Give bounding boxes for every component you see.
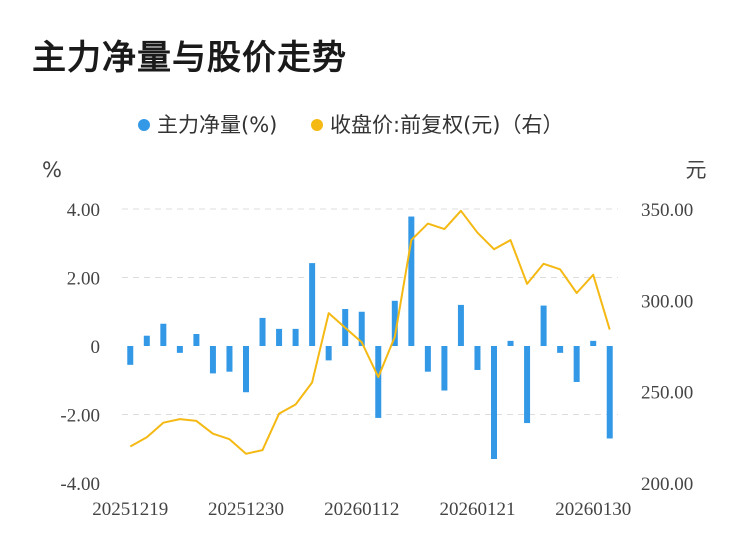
bar [491,346,497,460]
bar [573,346,580,382]
x-tick-label: 20260121 [439,499,515,520]
bar [358,311,365,346]
bar [259,317,266,346]
legend-marker [311,119,323,131]
bar [408,216,415,346]
bar [143,335,150,346]
bar [226,346,233,372]
right-tick-label: 250.00 [641,383,693,404]
bar [457,304,464,346]
bar [507,340,514,346]
bar [441,346,448,391]
x-tick-label: 20251219 [92,499,168,520]
bar [606,346,613,439]
bar [243,346,249,393]
bar [127,346,134,365]
left-tick-label: -4.00 [60,474,100,495]
grid-lines [122,208,618,415]
bar [540,305,547,346]
legend-label: 主力净量(%) [157,113,277,137]
bar [557,346,564,353]
bar [276,328,283,346]
right-axis-unit: 元 [686,158,707,182]
bar [524,346,531,424]
price-line [129,209,611,455]
x-tick-label: 20260112 [324,499,399,520]
bar [424,346,431,372]
right-tick-label: 300.00 [641,291,693,312]
axes: 4.00 2.00 0 -2.00 -4.00 350.00 300.00 250.00 200… [42,158,706,520]
left-tick-label: 0 [91,337,101,358]
bar [209,346,216,374]
line-series [129,209,611,455]
legend: 主力净量(%) 收盘价:前复权(元)（右） [138,113,563,137]
bar [292,328,299,346]
legend-label: 收盘价:前复权(元)（右） [330,113,563,137]
bar [391,300,398,346]
bar [193,334,200,346]
bar [590,340,597,346]
bar [160,323,167,346]
left-tick-label: -2.00 [60,406,100,427]
left-tick-label: 2.00 [67,269,100,290]
bar [325,346,332,361]
right-tick-label: 350.00 [641,200,693,221]
bar [309,263,316,346]
x-tick-label: 20251230 [208,499,284,520]
legend-marker [138,119,150,131]
bar [176,346,183,353]
x-tick-label: 20260130 [555,499,631,520]
left-tick-label: 4.00 [67,200,100,221]
right-tick-label: 200.00 [641,474,693,495]
bar [474,346,481,370]
bar-series [127,216,613,460]
left-axis-unit: % [42,158,62,182]
bar [375,346,382,418]
chart-title: 主力净量与股价走势 [32,38,347,78]
